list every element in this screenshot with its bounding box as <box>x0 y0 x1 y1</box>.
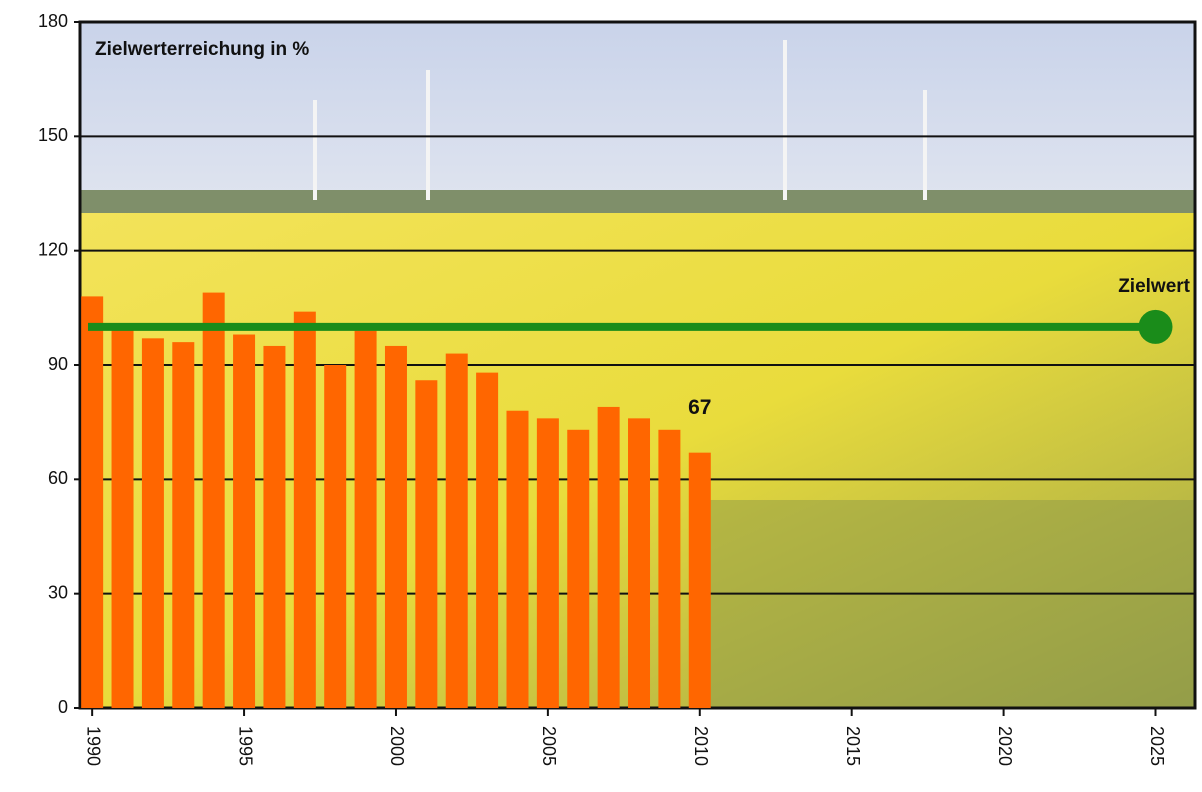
y-tick-label: 0 <box>58 697 68 717</box>
bar <box>415 380 438 708</box>
x-tick-label: 2005 <box>539 726 559 766</box>
bar <box>202 292 225 708</box>
bar <box>688 452 711 708</box>
bar <box>384 345 407 708</box>
bar <box>233 334 256 708</box>
bar <box>293 311 316 708</box>
bar <box>628 418 651 708</box>
bar <box>354 330 377 708</box>
bar <box>597 406 620 708</box>
x-tick-label: 1995 <box>235 726 255 766</box>
bar <box>658 429 681 708</box>
y-tick-label: 30 <box>48 582 68 602</box>
bar <box>263 345 286 708</box>
bar <box>476 372 499 708</box>
y-tick-label: 90 <box>48 354 68 374</box>
data-label: 67 <box>688 396 711 419</box>
bar <box>506 410 529 708</box>
chart-title: Zielwerterreichung in % <box>95 39 309 60</box>
bar <box>536 418 559 708</box>
x-tick-label: 2010 <box>691 726 711 766</box>
target-label: Zielwert <box>1118 276 1190 297</box>
bar <box>172 342 195 708</box>
bar <box>567 429 590 708</box>
x-tick-label: 2015 <box>843 726 863 766</box>
x-tick-label: 2000 <box>387 726 407 766</box>
x-tick-label: 1990 <box>83 726 103 766</box>
y-tick-label: 120 <box>38 239 68 259</box>
target-marker <box>1138 309 1173 344</box>
y-tick-label: 180 <box>38 11 68 31</box>
x-tick-label: 2020 <box>995 726 1015 766</box>
bar <box>81 296 104 708</box>
bar <box>111 326 134 708</box>
y-tick-label: 150 <box>38 125 68 145</box>
bar <box>141 338 164 708</box>
x-tick-label: 2025 <box>1147 726 1167 766</box>
y-tick-label: 60 <box>48 468 68 488</box>
bar <box>445 353 468 708</box>
bar <box>324 365 347 708</box>
